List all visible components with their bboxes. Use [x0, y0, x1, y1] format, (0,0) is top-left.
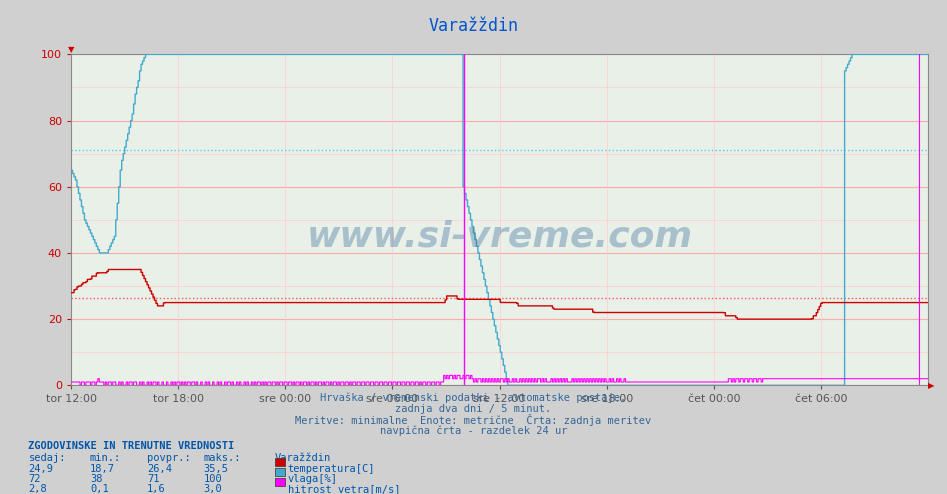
Text: www.si-vreme.com: www.si-vreme.com	[307, 219, 692, 253]
Text: 2,8: 2,8	[28, 484, 47, 494]
Text: navpična črta - razdelek 24 ur: navpična črta - razdelek 24 ur	[380, 425, 567, 436]
Text: temperatura[C]: temperatura[C]	[288, 464, 375, 474]
Text: 38: 38	[90, 474, 102, 484]
Text: 72: 72	[28, 474, 41, 484]
Text: Varažždin: Varažždin	[275, 453, 331, 463]
Text: 100: 100	[204, 474, 223, 484]
Text: maks.:: maks.:	[204, 453, 241, 463]
Text: ZGODOVINSKE IN TRENUTNE VREDNOSTI: ZGODOVINSKE IN TRENUTNE VREDNOSTI	[28, 441, 235, 451]
Text: ▶: ▶	[928, 381, 935, 390]
Text: 24,9: 24,9	[28, 464, 53, 474]
Text: 35,5: 35,5	[204, 464, 228, 474]
Text: 3,0: 3,0	[204, 484, 223, 494]
Text: povpr.:: povpr.:	[147, 453, 190, 463]
Text: 1,6: 1,6	[147, 484, 166, 494]
Text: 71: 71	[147, 474, 159, 484]
Text: ▼: ▼	[68, 45, 74, 54]
Text: Varažždin: Varažždin	[428, 17, 519, 35]
Text: 18,7: 18,7	[90, 464, 115, 474]
Text: vlaga[%]: vlaga[%]	[288, 474, 338, 484]
Text: 0,1: 0,1	[90, 484, 109, 494]
Text: min.:: min.:	[90, 453, 121, 463]
Text: sedaj:: sedaj:	[28, 453, 66, 463]
Text: 26,4: 26,4	[147, 464, 171, 474]
Text: Meritve: minimalne  Enote: metrične  Črta: zadnja meritev: Meritve: minimalne Enote: metrične Črta:…	[295, 414, 652, 426]
Text: Hrvaška / vremenski podatki - avtomatske postaje.: Hrvaška / vremenski podatki - avtomatske…	[320, 393, 627, 403]
Text: zadnja dva dni / 5 minut.: zadnja dva dni / 5 minut.	[396, 404, 551, 413]
Text: hitrost vetra[m/s]: hitrost vetra[m/s]	[288, 484, 401, 494]
